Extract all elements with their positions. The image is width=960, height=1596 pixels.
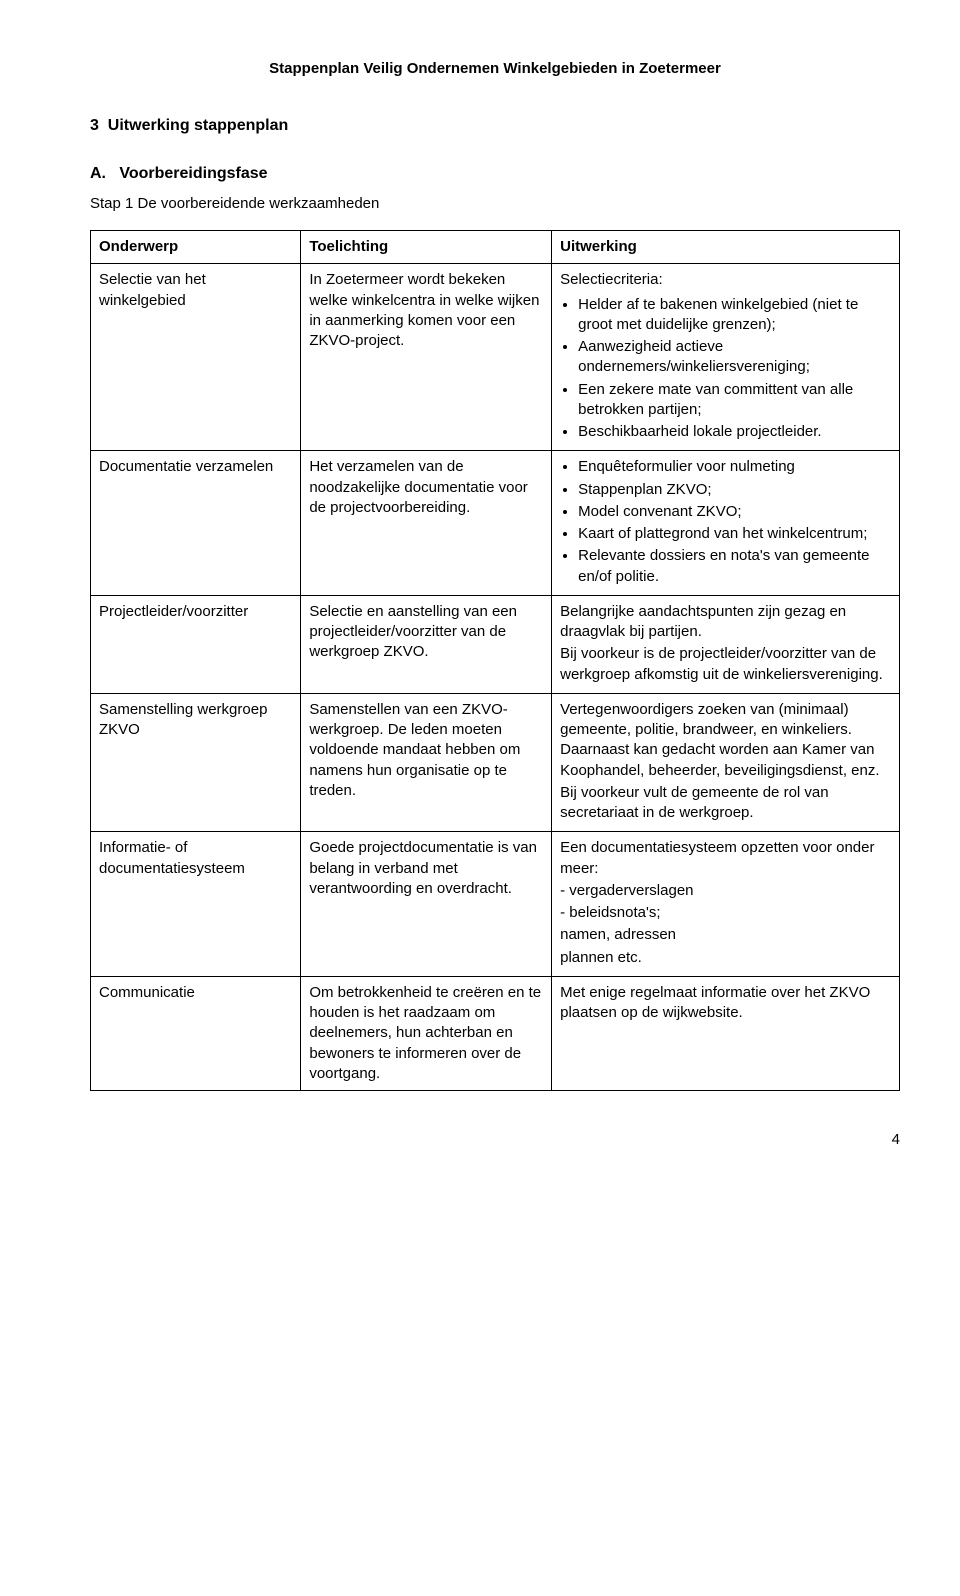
cell-toelichting: Samenstellen van een ZKVO-werkgroep. De … [301, 693, 552, 832]
col-uitwerking: Uitwerking [552, 231, 900, 264]
cell-toelichting: In Zoetermeer wordt bekeken welke winkel… [301, 264, 552, 451]
cell-uitwerking: Vertegenwoordigers zoeken van (minimaal)… [552, 693, 900, 832]
table-row: Informatie- of documentatiesysteemGoede … [91, 832, 900, 977]
cell-onderwerp: Samenstelling werkgroep ZKVO [91, 693, 301, 832]
section-title: 3 Uitwerking stappenplan [90, 117, 900, 135]
table-row: CommunicatieOm betrokkenheid te creëren … [91, 976, 900, 1090]
table-header-row: Onderwerp Toelichting Uitwerking [91, 231, 900, 264]
step-label: Stap 1 [90, 195, 133, 212]
cell-onderwerp: Selectie van het winkelgebied [91, 264, 301, 451]
table-row: Samenstelling werkgroep ZKVOSamenstellen… [91, 693, 900, 832]
col-onderwerp: Onderwerp [91, 231, 301, 264]
cell-onderwerp: Projectleider/voorzitter [91, 595, 301, 693]
step-title: Stap 1 De voorbereidende werkzaamheden [90, 195, 900, 212]
table-row: Documentatie verzamelenHet verzamelen va… [91, 451, 900, 596]
cell-uitwerking: Een documentatiesysteem opzetten voor on… [552, 832, 900, 977]
cell-uitwerking: Met enige regelmaat informatie over het … [552, 976, 900, 1090]
page-number: 4 [90, 1131, 900, 1148]
cell-onderwerp: Documentatie verzamelen [91, 451, 301, 596]
col-toelichting: Toelichting [301, 231, 552, 264]
table-row: Selectie van het winkelgebiedIn Zoeterme… [91, 264, 900, 451]
cell-uitwerking: Selectiecriteria:Helder af te bakenen wi… [552, 264, 900, 451]
cell-uitwerking: Belangrijke aandachtspunten zijn gezag e… [552, 595, 900, 693]
phase-title: A. Voorbereidingsfase [90, 165, 900, 183]
cell-onderwerp: Communicatie [91, 976, 301, 1090]
cell-onderwerp: Informatie- of documentatiesysteem [91, 832, 301, 977]
cell-toelichting: Goede projectdocumentatie is van belang … [301, 832, 552, 977]
phase-letter: A. [90, 165, 106, 182]
document-header: Stappenplan Veilig Ondernemen Winkelgebi… [90, 60, 900, 77]
table-row: Projectleider/voorzitterSelectie en aans… [91, 595, 900, 693]
section-number: 3 [90, 117, 99, 134]
step-title-text: De voorbereidende werkzaamheden [138, 195, 380, 212]
cell-toelichting: Selectie en aanstelling van een projectl… [301, 595, 552, 693]
cell-toelichting: Om betrokkenheid te creëren en te houden… [301, 976, 552, 1090]
cell-uitwerking: Enquêteformulier voor nulmetingStappenpl… [552, 451, 900, 596]
section-title-text: Uitwerking stappenplan [108, 117, 288, 134]
cell-toelichting: Het verzamelen van de noodzakelijke docu… [301, 451, 552, 596]
phase-title-text: Voorbereidingsfase [119, 165, 267, 182]
stappenplan-table: Onderwerp Toelichting Uitwerking Selecti… [90, 230, 900, 1091]
